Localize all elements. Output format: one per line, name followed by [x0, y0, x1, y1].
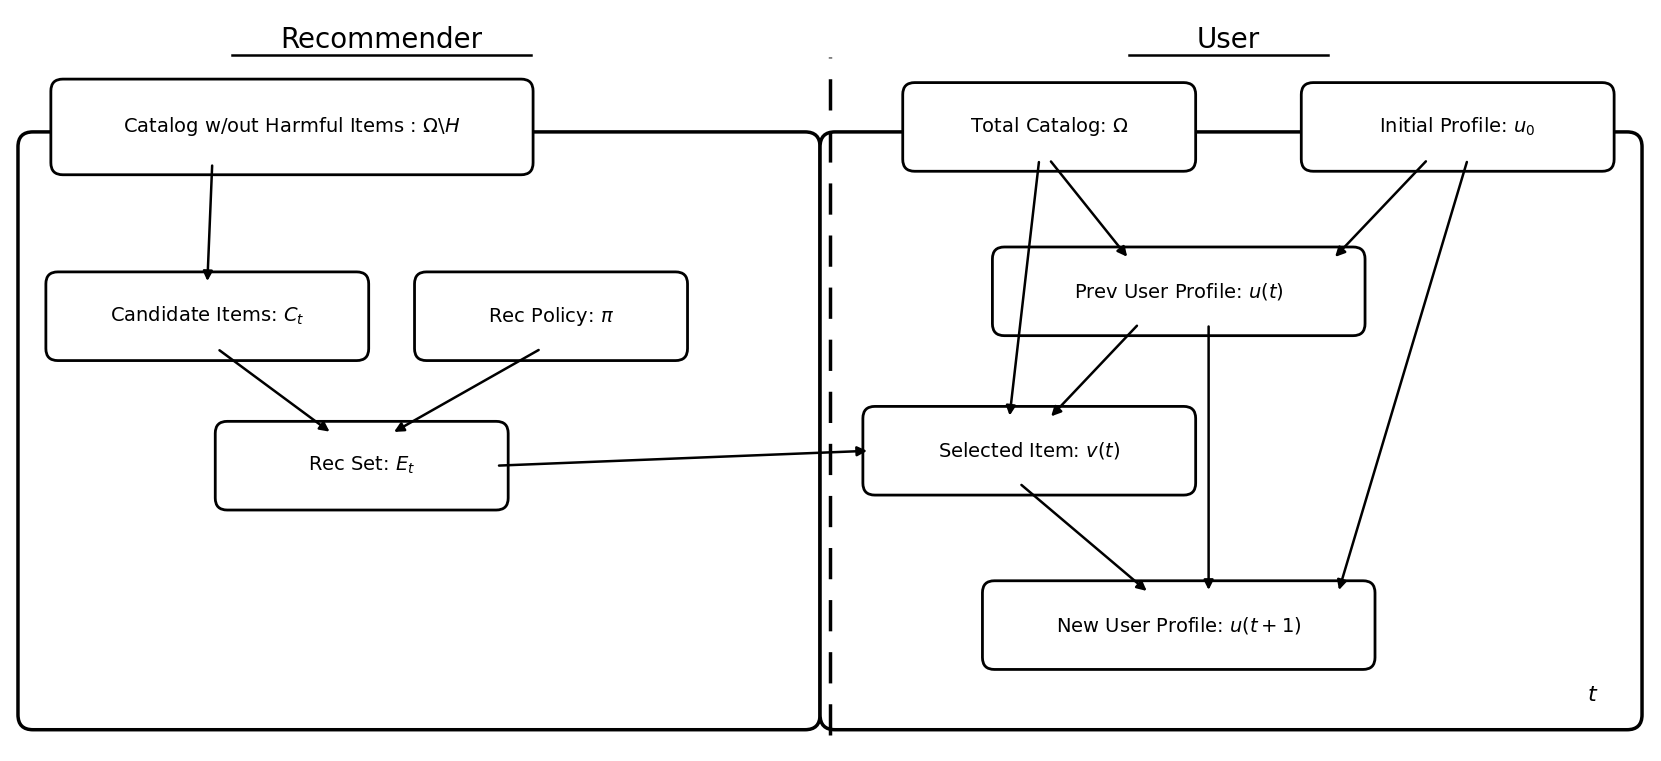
FancyBboxPatch shape	[992, 247, 1365, 336]
Text: Rec Set: $E_t$: Rec Set: $E_t$	[307, 455, 415, 476]
FancyBboxPatch shape	[1301, 83, 1614, 171]
FancyBboxPatch shape	[862, 406, 1196, 495]
Text: Rec Policy: $\pi$: Rec Policy: $\pi$	[488, 304, 615, 328]
FancyBboxPatch shape	[51, 79, 533, 175]
Text: Catalog w/out Harmful Items : $\Omega\backslash H$: Catalog w/out Harmful Items : $\Omega\ba…	[123, 116, 460, 139]
FancyBboxPatch shape	[47, 272, 369, 361]
FancyBboxPatch shape	[18, 132, 821, 730]
FancyBboxPatch shape	[902, 83, 1196, 171]
Text: New User Profile: $u(t+1)$: New User Profile: $u(t+1)$	[1056, 615, 1302, 635]
FancyBboxPatch shape	[216, 422, 508, 510]
Text: User: User	[1198, 26, 1261, 54]
FancyBboxPatch shape	[415, 272, 688, 361]
Text: Total Catalog: $\Omega$: Total Catalog: $\Omega$	[970, 116, 1128, 139]
Text: t: t	[1588, 685, 1596, 705]
Text: Candidate Items: $C_t$: Candidate Items: $C_t$	[110, 305, 304, 327]
Text: Initial Profile: $u_0$: Initial Profile: $u_0$	[1380, 116, 1536, 138]
FancyBboxPatch shape	[821, 132, 1643, 730]
Text: Prev User Profile: $u(t)$: Prev User Profile: $u(t)$	[1073, 281, 1284, 302]
Text: Recommender: Recommender	[281, 26, 483, 54]
FancyBboxPatch shape	[982, 581, 1375, 670]
Text: Selected Item: $v(t)$: Selected Item: $v(t)$	[938, 441, 1121, 461]
